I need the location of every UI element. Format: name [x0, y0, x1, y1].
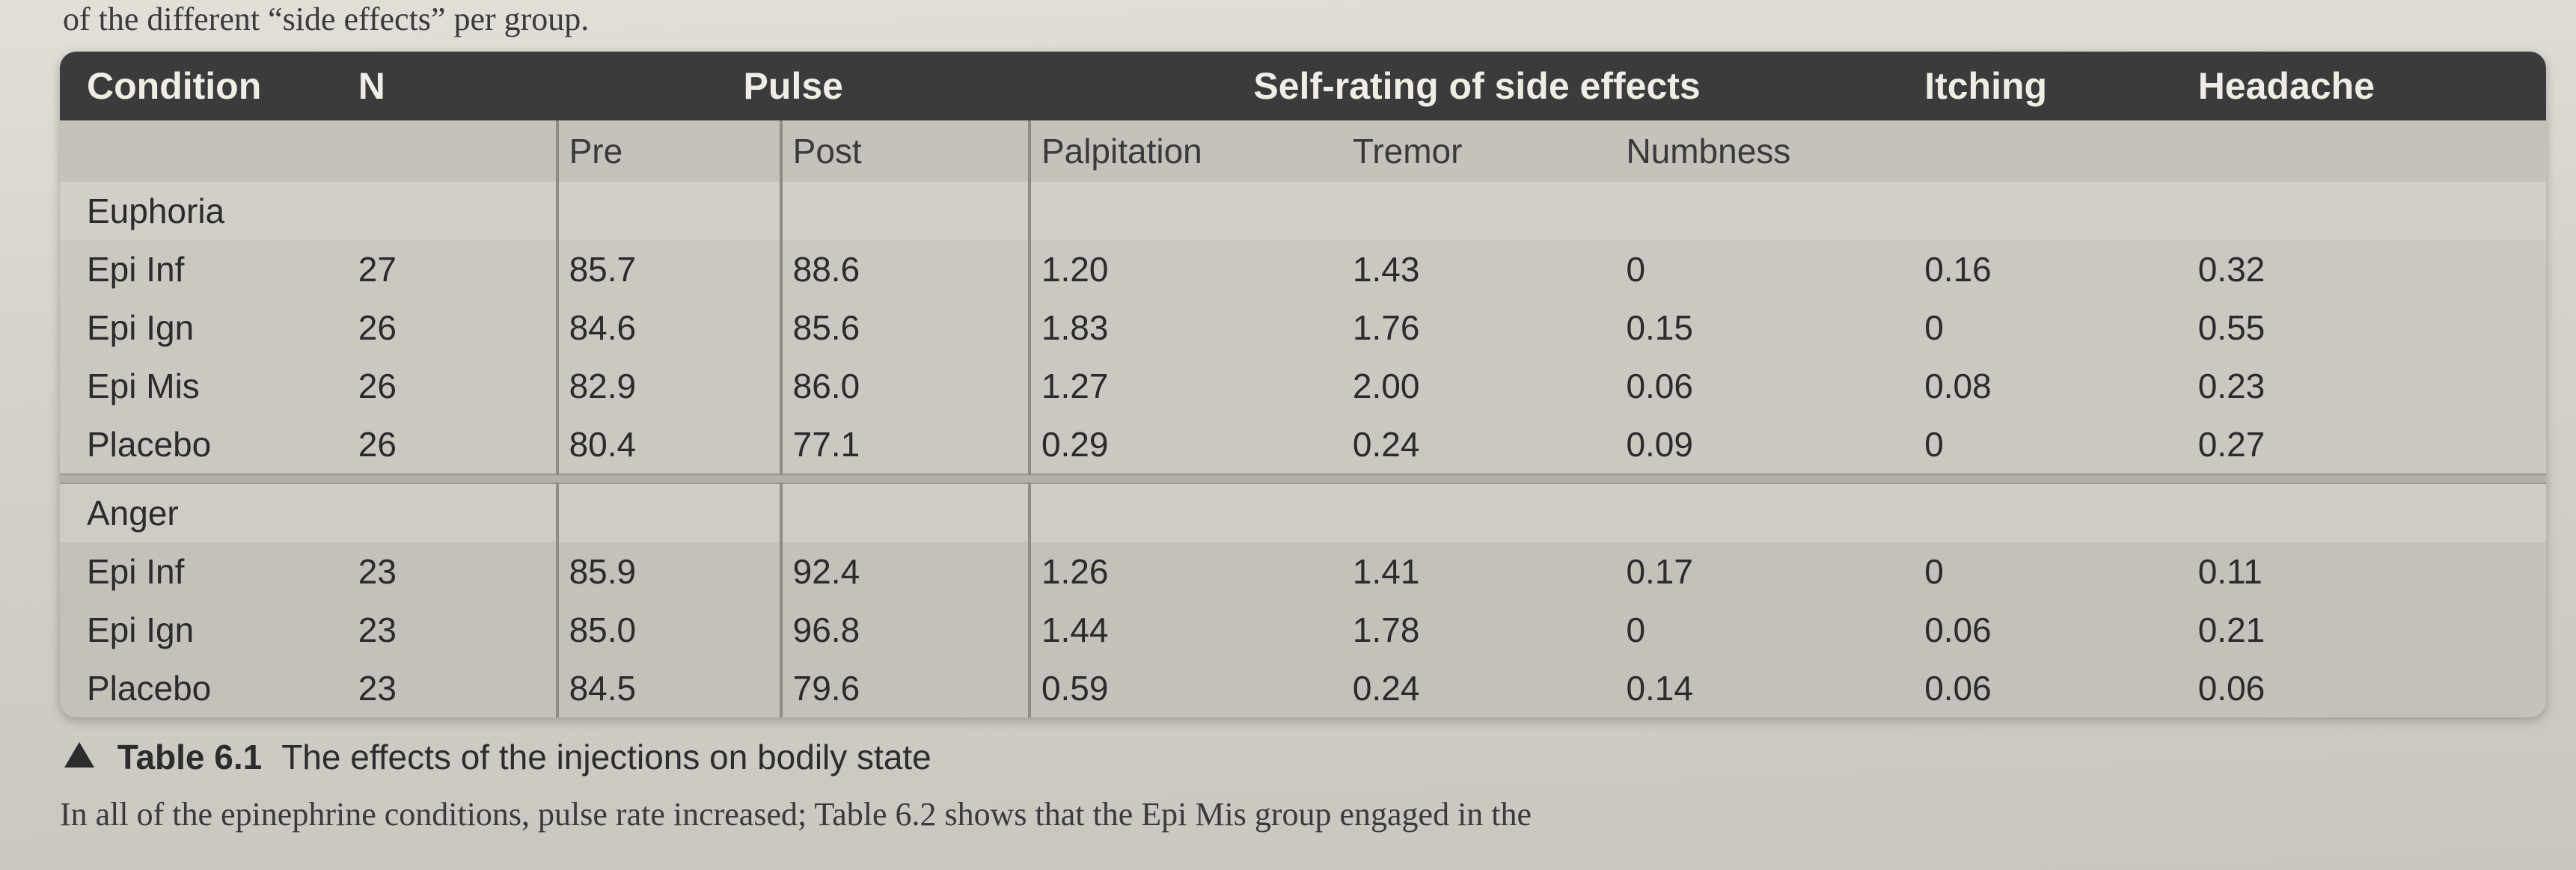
- cell-trem: 0.24: [1353, 659, 1627, 717]
- cell-head: 0.23: [2198, 357, 2546, 415]
- cell-trem: 1.78: [1353, 601, 1627, 659]
- cell-n: 26: [358, 357, 557, 415]
- group-name: Euphoria: [60, 182, 358, 240]
- cell-label: Epi Ign: [60, 298, 358, 357]
- cell-label: Epi Inf: [60, 542, 358, 601]
- context-text-top: of the different “side effects” per grou…: [60, 0, 2546, 52]
- cell-pre: 85.9: [557, 542, 781, 601]
- cell-palp: 1.83: [1030, 298, 1353, 357]
- cell-numb: 0: [1626, 240, 1924, 298]
- cell-head: 0.32: [2198, 240, 2546, 298]
- cell-numb: 0: [1626, 601, 1924, 659]
- cell-post: 77.1: [781, 415, 1030, 474]
- cell-pre: 85.0: [557, 601, 781, 659]
- col-pulse: Pulse: [557, 52, 1030, 120]
- table-row: Epi Ign 23 85.0 96.8 1.44 1.78 0 0.06 0.…: [60, 601, 2546, 659]
- cell-n: 26: [358, 298, 557, 357]
- cell-n: 27: [358, 240, 557, 298]
- cell-n: 23: [358, 659, 557, 717]
- context-text-bottom: In all of the epinephrine conditions, pu…: [60, 777, 2546, 833]
- table-row: Epi Inf 27 85.7 88.6 1.20 1.43 0 0.16 0.…: [60, 240, 2546, 298]
- cell-label: Epi Mis: [60, 357, 358, 415]
- cell-label: Placebo: [60, 659, 358, 717]
- col-pre: Pre: [557, 120, 781, 182]
- cell-head: 0.21: [2198, 601, 2546, 659]
- cell-post: 96.8: [781, 601, 1030, 659]
- cell-head: 0.55: [2198, 298, 2546, 357]
- cell-trem: 1.43: [1353, 240, 1627, 298]
- table-caption: Table 6.1 The effects of the injections …: [60, 717, 2546, 777]
- cell-itch: 0: [1924, 298, 2198, 357]
- cell-head: 0.27: [2198, 415, 2546, 474]
- cell-n: 23: [358, 601, 557, 659]
- table-row: Placebo 26 80.4 77.1 0.29 0.24 0.09 0 0.…: [60, 415, 2546, 474]
- col-tremor: Tremor: [1353, 120, 1627, 182]
- cell-post: 86.0: [781, 357, 1030, 415]
- cell-numb: 0.15: [1626, 298, 1924, 357]
- table-header-row-2: Pre Post Palpitation Tremor Numbness: [60, 120, 2546, 182]
- triangle-marker-icon: [64, 742, 94, 768]
- cell-palp: 1.26: [1030, 542, 1353, 601]
- cell-pre: 84.6: [557, 298, 781, 357]
- cell-palp: 0.29: [1030, 415, 1353, 474]
- cell-n: 26: [358, 415, 557, 474]
- cell-numb: 0.09: [1626, 415, 1924, 474]
- cell-palp: 1.44: [1030, 601, 1353, 659]
- cell-palp: 0.59: [1030, 659, 1353, 717]
- col-headache: Headache: [2198, 52, 2546, 120]
- table-header-row-1: Condition N Pulse Self-rating of side ef…: [60, 52, 2546, 120]
- table-row: Placebo 23 84.5 79.6 0.59 0.24 0.14 0.06…: [60, 659, 2546, 717]
- col-condition: Condition: [60, 52, 358, 120]
- table-row: Epi Ign 26 84.6 85.6 1.83 1.76 0.15 0 0.…: [60, 298, 2546, 357]
- table-row: Epi Inf 23 85.9 92.4 1.26 1.41 0.17 0 0.…: [60, 542, 2546, 601]
- cell-label: Epi Ign: [60, 601, 358, 659]
- cell-trem: 1.41: [1353, 542, 1627, 601]
- cell-label: Placebo: [60, 415, 358, 474]
- col-n: N: [358, 52, 557, 120]
- cell-post: 79.6: [781, 659, 1030, 717]
- table-row: Epi Mis 26 82.9 86.0 1.27 2.00 0.06 0.08…: [60, 357, 2546, 415]
- group-header-euphoria: Euphoria: [60, 182, 2546, 240]
- group-header-anger: Anger: [60, 483, 2546, 542]
- cell-label: Epi Inf: [60, 240, 358, 298]
- cell-numb: 0.14: [1626, 659, 1924, 717]
- side-effects-table: Condition N Pulse Self-rating of side ef…: [60, 52, 2546, 717]
- col-post: Post: [781, 120, 1030, 182]
- cell-head: 0.11: [2198, 542, 2546, 601]
- cell-itch: 0.16: [1924, 240, 2198, 298]
- cell-palp: 1.27: [1030, 357, 1353, 415]
- page: of the different “side effects” per grou…: [0, 0, 2576, 870]
- cell-numb: 0.06: [1626, 357, 1924, 415]
- cell-itch: 0.06: [1924, 601, 2198, 659]
- cell-post: 85.6: [781, 298, 1030, 357]
- col-itching: Itching: [1924, 52, 2198, 120]
- cell-head: 0.06: [2198, 659, 2546, 717]
- cell-trem: 1.76: [1353, 298, 1627, 357]
- col-palpitation: Palpitation: [1030, 120, 1353, 182]
- group-divider: [60, 474, 2546, 483]
- cell-trem: 2.00: [1353, 357, 1627, 415]
- cell-pre: 85.7: [557, 240, 781, 298]
- cell-palp: 1.20: [1030, 240, 1353, 298]
- cell-pre: 82.9: [557, 357, 781, 415]
- cell-itch: 0: [1924, 542, 2198, 601]
- col-self-rating: Self-rating of side effects: [1030, 52, 1924, 120]
- group-name: Anger: [60, 483, 358, 542]
- cell-itch: 0.06: [1924, 659, 2198, 717]
- caption-text: The effects of the injections on bodily …: [281, 738, 931, 776]
- cell-trem: 0.24: [1353, 415, 1627, 474]
- caption-label: Table 6.1: [117, 738, 262, 776]
- cell-pre: 80.4: [557, 415, 781, 474]
- cell-pre: 84.5: [557, 659, 781, 717]
- cell-itch: 0: [1924, 415, 2198, 474]
- cell-numb: 0.17: [1626, 542, 1924, 601]
- cell-post: 92.4: [781, 542, 1030, 601]
- cell-post: 88.6: [781, 240, 1030, 298]
- cell-n: 23: [358, 542, 557, 601]
- cell-itch: 0.08: [1924, 357, 2198, 415]
- col-numbness: Numbness: [1626, 120, 1924, 182]
